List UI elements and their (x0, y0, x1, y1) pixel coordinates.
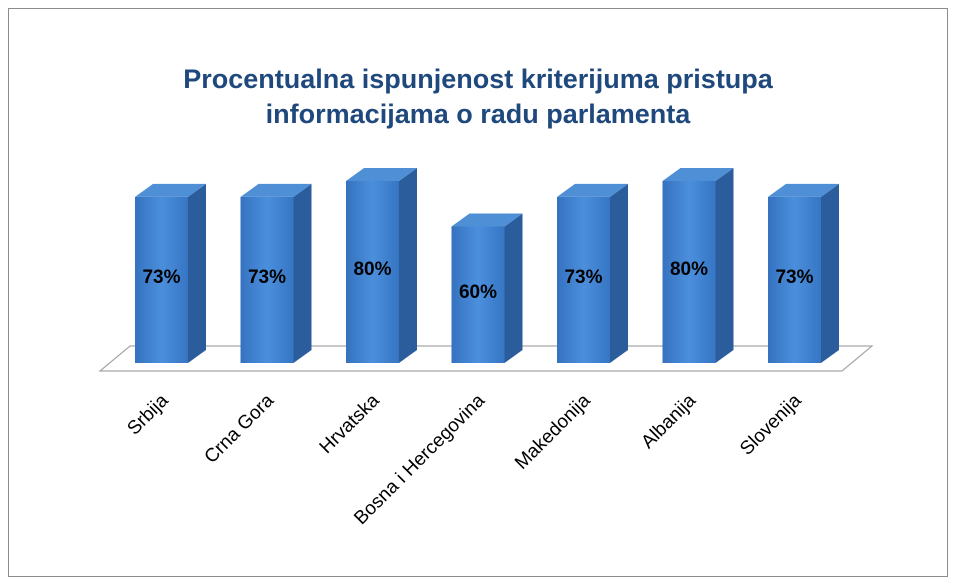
bar-side (188, 183, 206, 363)
bar-front (662, 181, 716, 363)
data-label: 80% (353, 259, 391, 280)
bar (240, 183, 312, 363)
chart-title: Procentualna ispunjenost kriterijuma pri… (183, 64, 774, 94)
bar-top (662, 168, 734, 181)
bar (557, 183, 628, 363)
bar-front (557, 196, 610, 363)
bar-top (768, 183, 839, 197)
bar-side (715, 168, 734, 363)
bar (346, 168, 417, 363)
bar-top (346, 168, 417, 181)
data-label: 73% (775, 267, 813, 288)
bar-side (821, 183, 839, 363)
bar-top (557, 183, 628, 197)
bar-front (768, 196, 821, 363)
bar-front (451, 226, 505, 363)
bar-top (451, 213, 523, 227)
data-label: 73% (248, 267, 286, 288)
bar (768, 183, 839, 363)
data-label: 73% (142, 267, 180, 288)
bar-side (399, 168, 417, 363)
data-label: 80% (670, 259, 708, 280)
bar-front (135, 196, 188, 363)
bar-side (293, 183, 312, 363)
bar (662, 168, 734, 363)
chart-title: informacijama o radu parlamenta (266, 99, 692, 129)
data-label: 73% (564, 267, 602, 288)
bar-top (135, 183, 206, 197)
data-label: 60% (459, 282, 497, 303)
bar-side (610, 183, 628, 363)
bar-side (504, 213, 523, 363)
bar-front (346, 181, 399, 363)
bar (135, 183, 206, 363)
bar (451, 213, 523, 363)
bar-top (240, 183, 312, 197)
bar-front (240, 196, 294, 363)
